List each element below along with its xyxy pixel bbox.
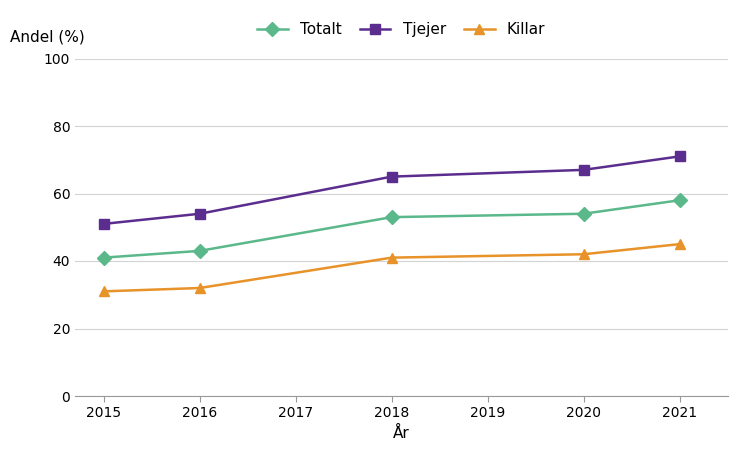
Totalt [579,211,588,216]
Line: Killar: Killar [99,239,685,296]
Line: Tjejer: Tjejer [99,152,685,229]
Tjejer [579,167,588,172]
Tjejer [387,174,396,179]
Killar [99,289,108,294]
Totalt [195,248,204,254]
Legend: Totalt, Tjejer, Killar: Totalt, Tjejer, Killar [257,22,545,37]
Tjejer [675,154,684,159]
Killar [675,241,684,247]
Totalt [99,255,108,260]
Tjejer [195,211,204,216]
Text: Andel (%): Andel (%) [10,30,85,45]
Killar [195,285,204,291]
Totalt [675,198,684,203]
Tjejer [99,221,108,227]
Totalt [387,215,396,220]
Line: Totalt: Totalt [99,195,685,262]
X-axis label: År: År [393,426,410,441]
Killar [387,255,396,260]
Killar [579,252,588,257]
